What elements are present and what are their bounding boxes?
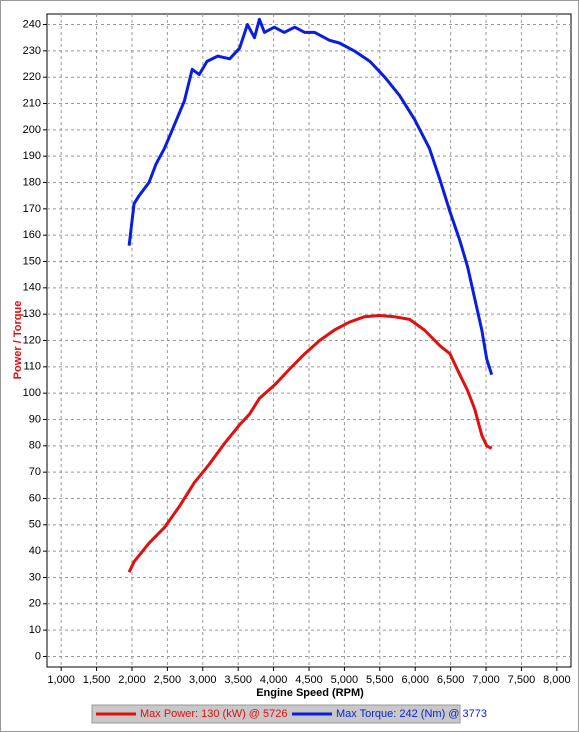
y-tick-label: 0	[35, 650, 41, 662]
series-line	[127, 314, 493, 573]
y-tick-label: 240	[23, 18, 41, 30]
x-tick-label: 2,000	[118, 674, 146, 686]
y-tick-label: 110	[23, 361, 41, 373]
x-tick-label: 2,500	[154, 674, 182, 686]
y-tick-label: 170	[23, 203, 41, 215]
x-tick-label: 1,000	[47, 674, 75, 686]
x-tick-label: 5,000	[331, 674, 359, 686]
y-tick-label: 20	[29, 598, 41, 610]
x-tick-label: 4,500	[295, 674, 323, 686]
y-tick-label: 160	[23, 229, 41, 241]
y-tick-label: 100	[23, 387, 41, 399]
y-tick-label: 220	[23, 71, 41, 83]
x-tick-label: 8,000	[543, 674, 571, 686]
y-tick-label: 40	[29, 545, 41, 557]
x-tick-label: 3,500	[224, 674, 252, 686]
legend-label: Max Torque: 242 (Nm) @ 3773	[336, 708, 487, 720]
x-tick-label: 3,000	[189, 674, 217, 686]
x-tick-label: 7,000	[472, 674, 500, 686]
x-tick-label: 7,500	[508, 674, 536, 686]
legend	[91, 704, 461, 724]
x-tick-label: 5,500	[366, 674, 394, 686]
y-tick-label: 130	[23, 308, 41, 320]
y-axis-label: Power / Torque	[12, 301, 24, 380]
y-tick-label: 140	[23, 282, 41, 294]
y-tick-label: 120	[23, 334, 41, 346]
legend-label: Max Power: 130 (kW) @ 5726	[140, 708, 288, 720]
x-tick-label: 4,000	[260, 674, 288, 686]
y-tick-label: 60	[29, 492, 41, 504]
y-tick-label: 70	[29, 466, 41, 478]
x-tick-label: 1,500	[83, 674, 111, 686]
y-tick-label: 180	[23, 176, 41, 188]
x-tick-label: 6,500	[437, 674, 465, 686]
y-tick-label: 190	[23, 150, 41, 162]
y-tick-label: 10	[29, 624, 41, 636]
x-axis-label: Engine Speed (RPM)	[256, 687, 364, 699]
series-line	[127, 17, 494, 376]
y-tick-label: 30	[29, 571, 41, 583]
y-tick-label: 230	[23, 45, 41, 57]
y-tick-label: 80	[29, 440, 41, 452]
y-tick-label: 200	[23, 124, 41, 136]
y-tick-label: 50	[29, 519, 41, 531]
x-tick-label: 6,000	[401, 674, 429, 686]
y-tick-label: 150	[23, 255, 41, 267]
y-tick-label: 90	[29, 413, 41, 425]
y-tick-label: 210	[23, 97, 41, 109]
